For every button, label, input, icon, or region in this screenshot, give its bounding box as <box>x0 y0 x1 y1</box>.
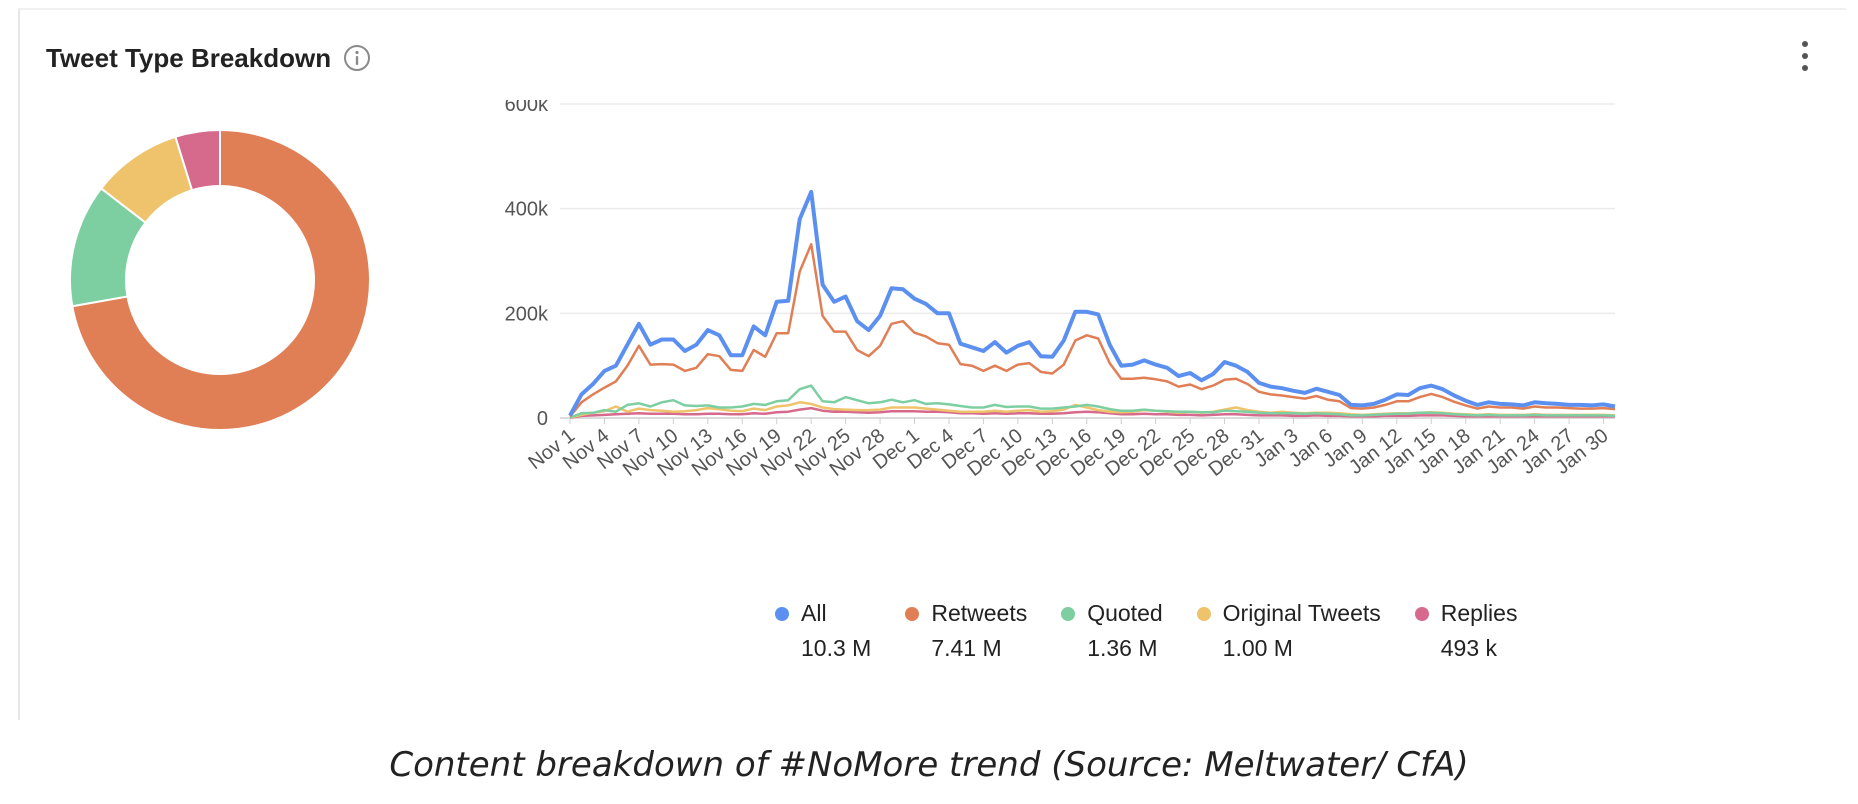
legend-label: Original Tweets <box>1222 600 1381 626</box>
legend-value: 1.36 M <box>1087 635 1158 661</box>
series-line-retweets[interactable] <box>569 243 1616 418</box>
legend-dot-icon <box>1414 606 1429 621</box>
legend-dot-icon <box>1196 606 1211 621</box>
card-title: Tweet Type Breakdown <box>46 42 332 73</box>
series-line-quoted[interactable] <box>569 384 1616 419</box>
y-tick-label: 200k <box>505 303 549 325</box>
legend-item-quoted[interactable]: Quoted 1.36 M <box>1061 600 1163 662</box>
legend-value: 10.3 M <box>801 635 872 661</box>
legend-label-row: Retweets <box>905 600 1027 627</box>
legend-value: 493 k <box>1440 635 1498 661</box>
legend-dot-icon <box>775 606 789 621</box>
legend-label: Replies <box>1440 600 1518 626</box>
legend-item-replies[interactable]: Replies 493 k <box>1414 600 1518 662</box>
info-circle-icon[interactable] <box>343 44 371 72</box>
legend-label-row: Replies <box>1414 600 1518 627</box>
legend-label: All <box>801 600 827 626</box>
legend-value: 7.41 M <box>931 635 1002 661</box>
legend-label-row: Quoted <box>1061 600 1163 627</box>
legend-label-row: All <box>775 600 871 627</box>
legend-value: 1.00 M <box>1222 635 1293 661</box>
legend-item-retweets[interactable]: Retweets 7.41 M <box>905 600 1027 662</box>
tweet-type-donut-chart <box>69 128 371 431</box>
legend-item-all[interactable]: All 10.3 M <box>775 600 871 662</box>
legend-item-original[interactable]: Original Tweets 1.00 M <box>1196 600 1381 662</box>
legend-dot-icon <box>1061 606 1076 621</box>
chart-legend: All 10.3 M Retweets 7.41 M Quoted 1.36 M Origi… <box>775 600 1551 662</box>
y-tick-label: 0 <box>537 408 548 430</box>
donut-slice-replies[interactable] <box>174 128 221 192</box>
y-tick-label: 400k <box>505 199 549 221</box>
figure-caption: Content breakdown of #NoMore trend (Sour… <box>389 745 1469 785</box>
legend-dot-icon <box>905 606 920 621</box>
card-header: Tweet Type Breakdown <box>46 38 371 78</box>
more-vertical-icon[interactable] <box>1790 36 1820 76</box>
legend-label: Retweets <box>931 600 1028 626</box>
series-line-all[interactable] <box>568 189 1616 417</box>
legend-label-row: Original Tweets <box>1196 600 1381 627</box>
series-line-replies[interactable] <box>569 406 1615 419</box>
donut-slice-retweets[interactable] <box>71 128 371 431</box>
y-tick-label: 600k <box>505 100 549 116</box>
legend-label: Quoted <box>1087 600 1163 626</box>
